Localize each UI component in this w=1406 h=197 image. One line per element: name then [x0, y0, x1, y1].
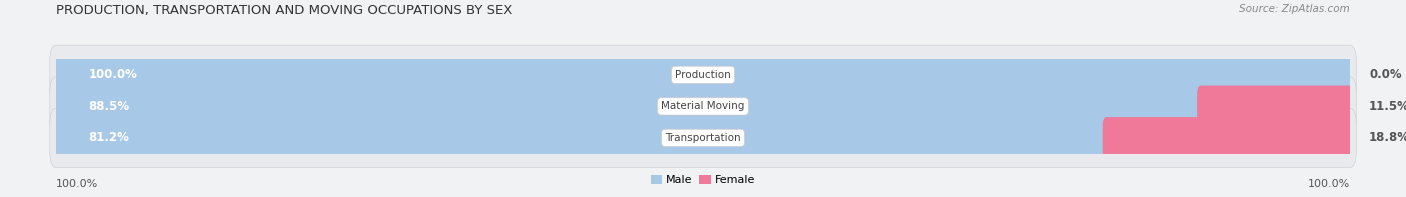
- Text: Source: ZipAtlas.com: Source: ZipAtlas.com: [1239, 4, 1350, 14]
- Text: 100.0%: 100.0%: [1308, 179, 1350, 189]
- FancyBboxPatch shape: [52, 117, 1354, 159]
- Text: Transportation: Transportation: [665, 133, 741, 143]
- Legend: Male, Female: Male, Female: [647, 170, 759, 190]
- Text: 0.0%: 0.0%: [1369, 68, 1402, 81]
- FancyBboxPatch shape: [52, 54, 1354, 96]
- FancyBboxPatch shape: [49, 45, 1357, 104]
- Text: 88.5%: 88.5%: [89, 100, 129, 113]
- Text: 100.0%: 100.0%: [56, 179, 98, 189]
- FancyBboxPatch shape: [52, 85, 1354, 127]
- Text: PRODUCTION, TRANSPORTATION AND MOVING OCCUPATIONS BY SEX: PRODUCTION, TRANSPORTATION AND MOVING OC…: [56, 4, 513, 17]
- Text: 11.5%: 11.5%: [1369, 100, 1406, 113]
- Text: 81.2%: 81.2%: [89, 131, 129, 144]
- FancyBboxPatch shape: [49, 108, 1357, 167]
- Text: 100.0%: 100.0%: [89, 68, 138, 81]
- Text: Material Moving: Material Moving: [661, 101, 745, 111]
- FancyBboxPatch shape: [52, 117, 1111, 159]
- Text: 18.8%: 18.8%: [1369, 131, 1406, 144]
- FancyBboxPatch shape: [49, 77, 1357, 136]
- Text: Production: Production: [675, 70, 731, 80]
- FancyBboxPatch shape: [52, 54, 1354, 96]
- FancyBboxPatch shape: [1197, 85, 1354, 127]
- FancyBboxPatch shape: [52, 85, 1205, 127]
- FancyBboxPatch shape: [1102, 117, 1354, 159]
